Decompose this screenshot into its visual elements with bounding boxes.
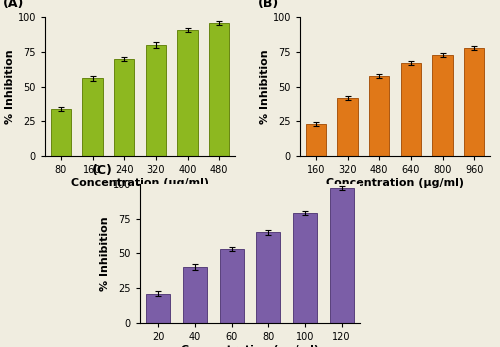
Bar bbox=[337, 98, 358, 156]
Bar bbox=[220, 249, 244, 323]
Bar bbox=[330, 188, 353, 323]
Bar bbox=[82, 78, 103, 156]
Text: (C): (C) bbox=[92, 164, 112, 177]
Bar bbox=[432, 55, 453, 156]
X-axis label: Concentration (μg/ml): Concentration (μg/ml) bbox=[71, 178, 209, 188]
Y-axis label: % Inhibition: % Inhibition bbox=[5, 49, 15, 124]
Bar bbox=[146, 45, 166, 156]
Bar bbox=[306, 124, 326, 156]
X-axis label: Concentration (μg/ml): Concentration (μg/ml) bbox=[326, 178, 464, 188]
X-axis label: Concentration (μg/ml): Concentration (μg/ml) bbox=[181, 345, 319, 347]
Text: (B): (B) bbox=[258, 0, 280, 10]
Bar bbox=[400, 63, 421, 156]
Bar bbox=[183, 267, 207, 323]
Bar bbox=[464, 48, 484, 156]
Bar bbox=[177, 30, 198, 156]
Y-axis label: % Inhibition: % Inhibition bbox=[260, 49, 270, 124]
Text: (A): (A) bbox=[3, 0, 24, 10]
Bar bbox=[50, 109, 71, 156]
Y-axis label: % Inhibition: % Inhibition bbox=[100, 216, 110, 291]
Bar bbox=[146, 294, 171, 323]
Bar bbox=[369, 76, 390, 156]
Bar bbox=[114, 59, 134, 156]
Bar bbox=[293, 213, 317, 323]
Bar bbox=[209, 23, 230, 156]
Bar bbox=[256, 232, 280, 323]
